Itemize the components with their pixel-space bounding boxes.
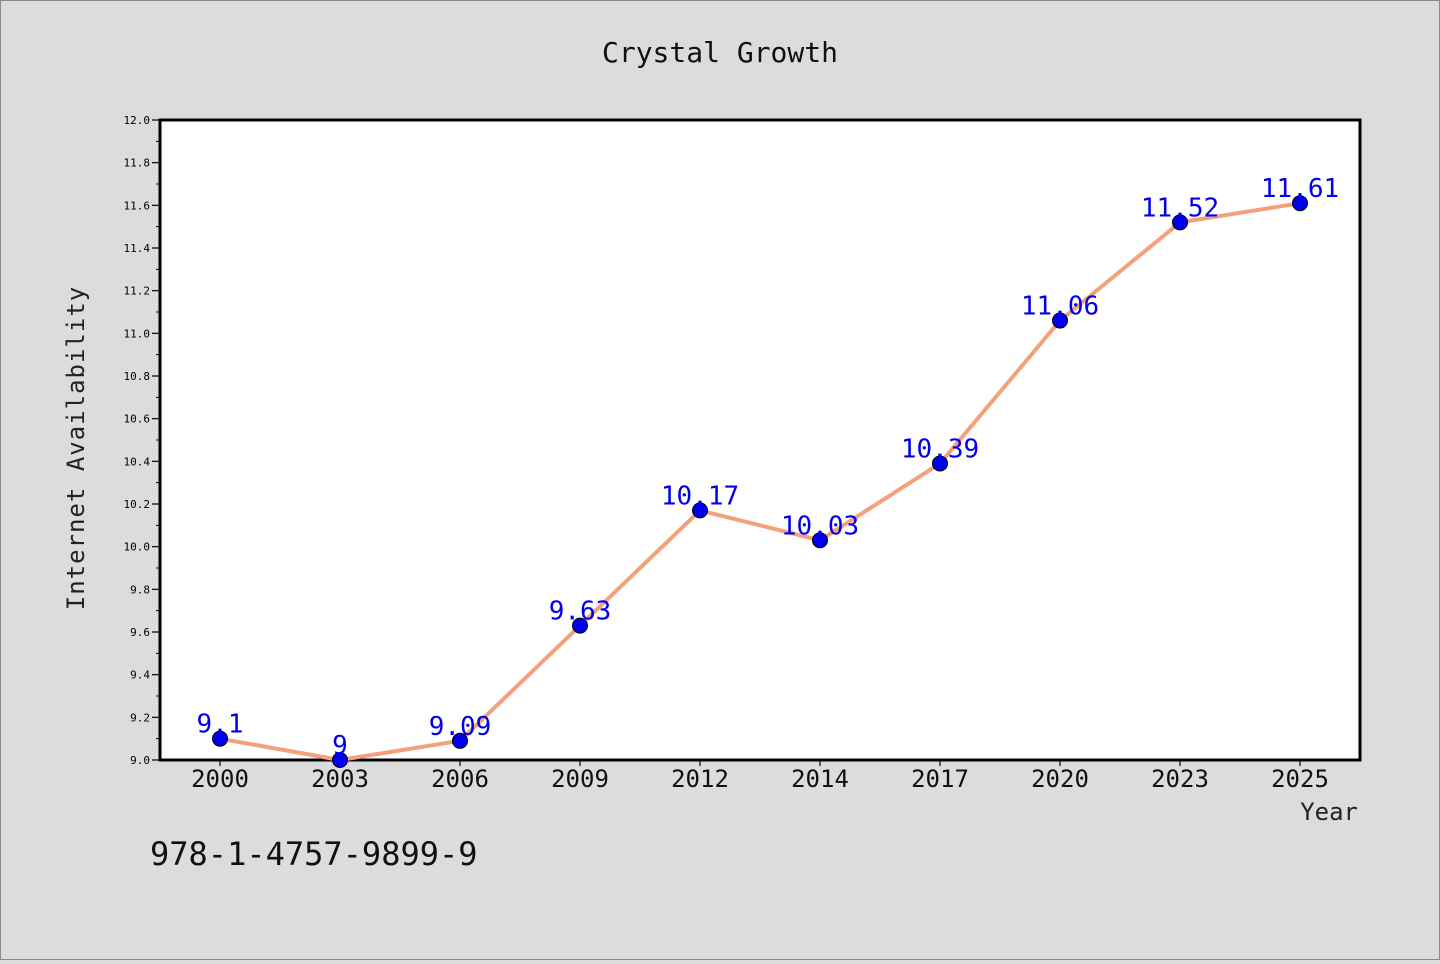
data-point — [932, 455, 948, 472]
data-label: 11.06 — [1021, 292, 1099, 322]
y-tick-label: 9.6 — [130, 626, 150, 639]
data-point — [452, 732, 468, 749]
x-tick-label: 2000 — [191, 765, 249, 793]
data-label: 10.03 — [781, 511, 859, 541]
data-point — [212, 730, 228, 747]
y-tick-label: 11.6 — [124, 199, 151, 212]
x-tick-label: 2020 — [1031, 765, 1089, 793]
x-tick-label: 2006 — [431, 765, 489, 793]
x-tick-label: 2003 — [311, 765, 369, 793]
data-point — [692, 502, 708, 519]
series-line — [218, 201, 1302, 762]
series: 9.1 9 9.09 9.63 10.17 10.03 10.39 11.06 11.52 11.… — [197, 174, 1339, 768]
y-tick-label: 9.2 — [130, 711, 150, 724]
plot-area — [158, 118, 1362, 762]
data-point — [812, 532, 828, 549]
y-tick-label: 11.8 — [124, 157, 151, 170]
data-point — [572, 617, 588, 634]
y-axis-label: Internet Availability — [62, 286, 90, 610]
y-tick-label: 11.2 — [124, 285, 151, 298]
data-label: 9.1 — [197, 710, 244, 740]
isbn-annotation: 978-1-4757-9899-9 — [150, 835, 478, 873]
y-tick-label: 10.2 — [124, 498, 151, 511]
y-tick-label: 11.4 — [124, 242, 151, 255]
y-tick-label: 11.0 — [124, 327, 151, 340]
data-label: 9 — [332, 731, 348, 761]
y-tick-label: 9.8 — [130, 583, 150, 596]
x-tick-label: 2025 — [1271, 765, 1329, 793]
data-point — [332, 752, 348, 768]
y-tick-label: 10.4 — [124, 455, 151, 468]
y-tick-label: 9.0 — [130, 754, 150, 767]
y-axis: 9.0 9.2 9.4 9.6 9.8 10.0 10.2 10.4 10.6 10.8 11.0 1… — [124, 114, 160, 767]
x-tick-label: 2012 — [671, 765, 729, 793]
data-label: 11.61 — [1261, 174, 1339, 204]
x-axis: 2000 2003 2006 2009 2012 2014 2017 2020 2023 2025 — [191, 760, 1329, 793]
x-tick-label: 2009 — [551, 765, 609, 793]
y-tick-label: 10.6 — [124, 413, 151, 426]
x-axis-label: Year — [1300, 798, 1358, 826]
chart-title: Crystal Growth — [602, 36, 838, 69]
y-tick-label: 12.0 — [124, 114, 151, 127]
data-point — [1292, 195, 1308, 212]
y-tick-label: 10.8 — [124, 370, 151, 383]
data-point — [1052, 312, 1068, 329]
data-label: 9.09 — [429, 712, 492, 742]
x-tick-label: 2023 — [1151, 765, 1209, 793]
data-label: 10.39 — [901, 434, 979, 464]
y-tick-label: 10.0 — [124, 541, 151, 554]
y-tick-label: 9.4 — [130, 669, 150, 682]
data-label: 9.63 — [549, 597, 612, 627]
data-label: 11.52 — [1141, 193, 1219, 223]
data-point — [1172, 214, 1188, 231]
data-label: 10.17 — [661, 481, 739, 511]
x-tick-label: 2014 — [791, 765, 849, 793]
x-tick-label: 2017 — [911, 765, 969, 793]
